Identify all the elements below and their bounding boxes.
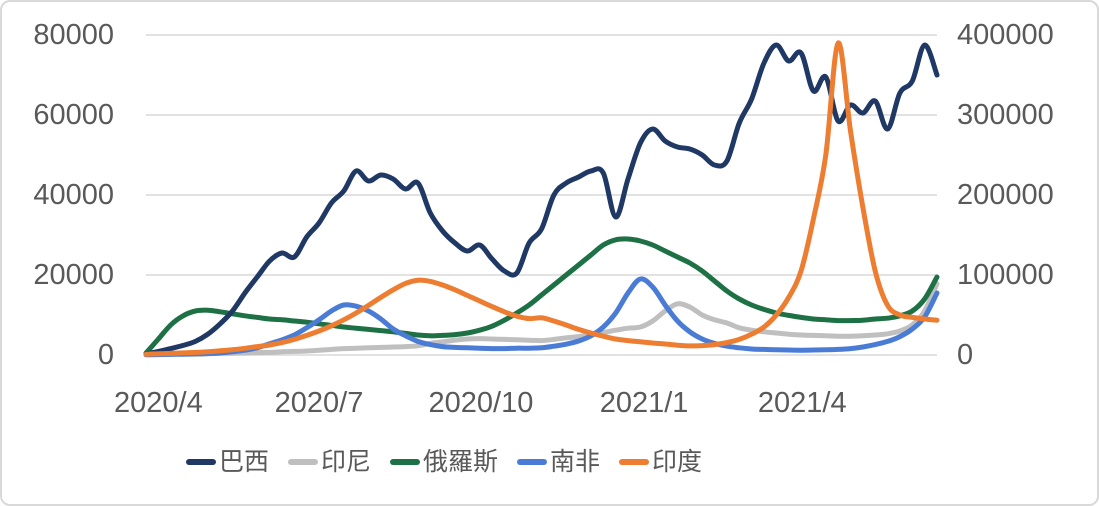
x-tick-label: 2020/10 [428, 387, 534, 419]
legend-swatch-russia [389, 458, 420, 466]
y-left-tick-label: 80000 [33, 19, 114, 51]
y-right-tick-label: 300000 [957, 99, 1054, 131]
series-line-indonesia [143, 281, 940, 358]
legend-item-south-africa[interactable]: 南非 [517, 447, 600, 477]
y-right-tick-label: 0 [957, 339, 974, 371]
legend-label-india: 印度 [652, 448, 703, 476]
series-line-brazil [143, 42, 940, 357]
series-line-india [143, 40, 940, 357]
legend-item-india[interactable]: 印度 [619, 447, 702, 477]
legend-swatch-india [619, 458, 650, 466]
legend-label-russia: 俄羅斯 [422, 448, 498, 476]
series-line-russia [143, 236, 940, 356]
legend-label-south-africa: 南非 [550, 448, 601, 476]
x-tick-label: 2021/4 [757, 387, 847, 419]
y-right-tick-label: 400000 [957, 19, 1054, 51]
legend-item-indonesia[interactable]: 印尼 [287, 447, 371, 477]
legend-swatch-indonesia [287, 458, 318, 466]
y-left-tick-label: 20000 [33, 259, 114, 291]
legend: 巴西 印尼 俄羅斯 南非 印度 [2, 440, 886, 484]
x-tick-label: 2020/4 [114, 387, 203, 419]
x-tick-label: 2021/1 [599, 387, 689, 419]
legend-item-brazil[interactable]: 巴西 [185, 447, 269, 477]
legend-label-brazil: 巴西 [218, 448, 269, 476]
y-right-tick-label: 100000 [957, 259, 1054, 291]
legend-label-indonesia: 印尼 [320, 448, 371, 476]
y-left-tick-label: 0 [97, 339, 114, 371]
x-tick-label: 2020/7 [274, 387, 364, 419]
legend-swatch-south-africa [517, 458, 547, 466]
y-right-tick-label: 200000 [957, 179, 1054, 211]
y-left-tick-label: 60000 [33, 99, 114, 131]
legend-item-russia[interactable]: 俄羅斯 [389, 447, 498, 477]
legend-swatch-brazil [185, 458, 216, 466]
y-left-tick-label: 40000 [33, 179, 114, 211]
